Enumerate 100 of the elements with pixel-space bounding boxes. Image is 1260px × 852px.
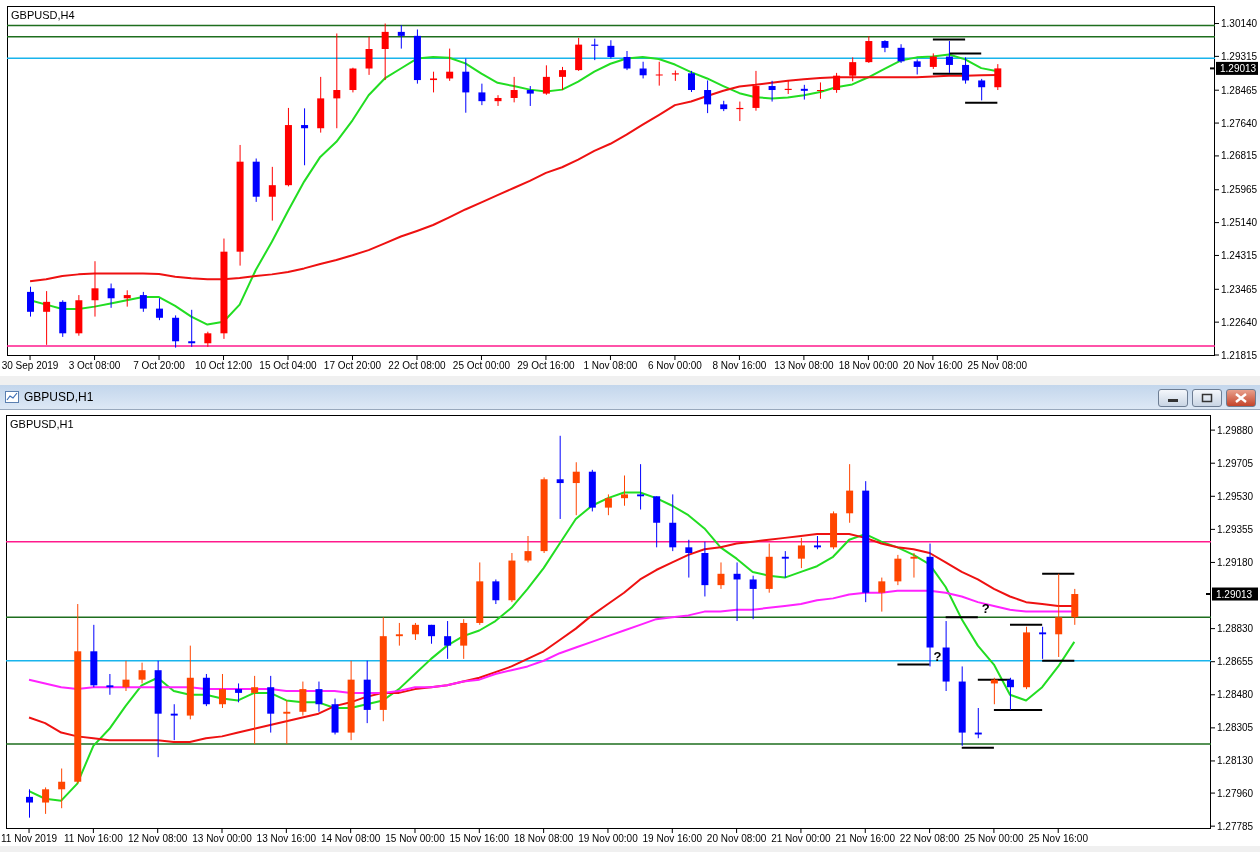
candlestick — [107, 283, 115, 309]
y-tick-label: 1.29180 — [1217, 556, 1254, 568]
candlestick — [494, 94, 502, 107]
candlestick — [235, 682, 243, 703]
x-tick-label: 1 Nov 08:00 — [583, 360, 638, 371]
candlestick — [994, 63, 1002, 91]
y-tick-label: 1.22640 — [1221, 316, 1258, 328]
candlestick — [607, 39, 615, 60]
x-tick-label: 8 Nov 16:00 — [712, 360, 767, 371]
y-tick-label: 1.28480 — [1217, 689, 1254, 701]
x-tick-label: 21 Nov 00:00 — [771, 833, 832, 844]
line-series — [28, 491, 1076, 802]
y-tick-label: 1.29705 — [1217, 457, 1254, 469]
x-tick-label: 25 Oct 00:00 — [452, 360, 511, 371]
candlestick — [781, 550, 789, 579]
x-tick-label: 11 Nov 2019 — [1, 833, 58, 844]
y-tick-label: 1.24315 — [1221, 249, 1258, 261]
candlestick — [510, 76, 518, 103]
y-tick-label: 1.28655 — [1217, 656, 1254, 668]
y-tick-label: 1.28465 — [1221, 84, 1258, 96]
y-tick-label: 1.29355 — [1217, 523, 1254, 535]
chart-title: GBPUSD,H1 — [10, 418, 74, 430]
candlestick — [687, 70, 695, 93]
candlestick — [460, 618, 468, 660]
candlestick — [251, 675, 259, 745]
candlestick — [846, 463, 854, 524]
candlestick — [462, 58, 470, 114]
x-tick-label: 11 Nov 16:00 — [63, 833, 124, 844]
x-tick-label: 17 Oct 20:00 — [323, 360, 382, 371]
candlestick — [299, 681, 307, 717]
y-tick-label: 1.29880 — [1217, 424, 1254, 436]
x-tick-label: 19 Nov 16:00 — [642, 833, 703, 844]
x-tick-label: 12 Nov 08:00 — [127, 833, 188, 844]
candlestick — [218, 673, 226, 709]
candlestick — [138, 662, 146, 684]
y-tick-label: 1.27960 — [1217, 787, 1254, 799]
x-tick-label: 22 Nov 08:00 — [899, 833, 960, 844]
candlestick — [188, 309, 196, 348]
candlestick — [395, 622, 403, 647]
x-tick-label: 15 Nov 16:00 — [449, 833, 510, 844]
candlestick — [752, 70, 760, 112]
candlestick — [945, 40, 953, 74]
candlestick — [1006, 677, 1014, 711]
candlestick — [268, 166, 276, 222]
x-tick-label: 20 Nov 08:00 — [706, 833, 767, 844]
x-tick-label: 6 Nov 00:00 — [647, 360, 703, 371]
y-tick-label: 1.30140 — [1221, 18, 1258, 30]
candlestick — [623, 50, 631, 71]
x-tick-label: 13 Nov 08:00 — [774, 360, 835, 371]
candlestick — [978, 78, 986, 101]
candlestick — [315, 681, 323, 713]
chart-subtitle: GBPUSD,H1 — [24, 390, 94, 404]
candlestick — [910, 552, 918, 579]
candlestick — [492, 578, 500, 605]
candlestick — [43, 290, 51, 346]
candlestick — [604, 493, 612, 516]
candlestick — [349, 67, 357, 93]
x-tick-label: 21 Nov 16:00 — [835, 833, 896, 844]
x-tick-label: 3 Oct 08:00 — [68, 360, 121, 371]
x-tick-label: 18 Nov 08:00 — [513, 833, 574, 844]
y-tick-label: 1.21815 — [1221, 349, 1258, 361]
y-tick-label: 1.29315 — [1221, 50, 1258, 62]
candlestick — [637, 463, 645, 511]
candlestick — [749, 575, 757, 620]
candlestick — [833, 72, 841, 94]
y-tick-label: 1.27785 — [1217, 820, 1254, 832]
candlestick — [878, 577, 886, 613]
candlestick — [1055, 573, 1063, 658]
x-tick-label: 30 Sep 2019 — [1, 360, 59, 371]
candlestick — [283, 699, 291, 745]
y-tick-label: 1.23465 — [1221, 283, 1258, 295]
candlestick — [621, 474, 628, 507]
x-tick-label: 20 Nov 16:00 — [903, 360, 964, 371]
x-tick-label: 13 Nov 00:00 — [192, 833, 253, 844]
candlestick — [365, 36, 373, 76]
candlestick — [1039, 626, 1047, 660]
candlestick — [155, 297, 163, 321]
x-tick-label: 22 Oct 08:00 — [388, 360, 447, 371]
candlestick — [797, 537, 805, 569]
y-tick-label: 1.25140 — [1221, 217, 1258, 229]
y-tick-label: 1.26815 — [1221, 150, 1258, 162]
x-tick-label: 29 Oct 16:00 — [517, 360, 576, 371]
x-tick-label: 10 Oct 12:00 — [194, 360, 253, 371]
y-tick-label: 1.28130 — [1217, 755, 1254, 767]
x-tick-label: 15 Nov 00:00 — [385, 833, 446, 844]
candlestick — [655, 61, 663, 87]
candlestick — [444, 620, 452, 660]
candlestick — [524, 535, 532, 563]
candlestick — [333, 32, 341, 129]
candlestick — [704, 79, 712, 114]
x-tick-label: 25 Nov 00:00 — [964, 833, 1025, 844]
x-tick-label: 25 Nov 16:00 — [1028, 833, 1089, 844]
candlestick — [865, 35, 873, 64]
candlestick — [430, 71, 438, 93]
candlestick — [526, 85, 534, 107]
y-tick-label: 1.27640 — [1221, 117, 1258, 129]
candlestick — [381, 23, 389, 81]
candlestick — [685, 539, 693, 579]
y-tick-label: 1.29530 — [1217, 490, 1254, 502]
x-tick-label: 15 Oct 04:00 — [259, 360, 318, 371]
